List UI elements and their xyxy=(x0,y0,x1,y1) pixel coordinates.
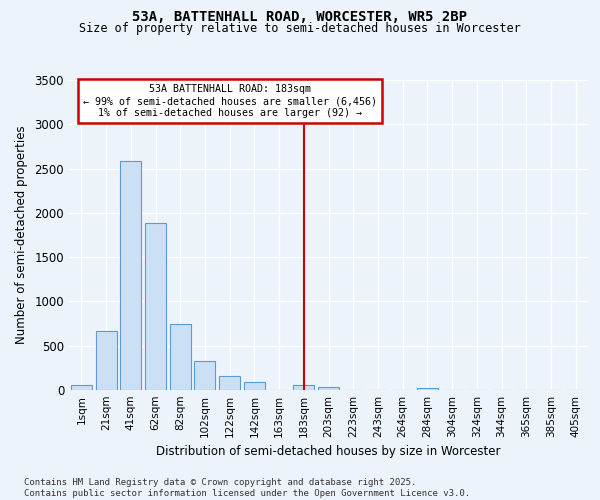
Bar xyxy=(244,382,265,390)
Text: Contains HM Land Registry data © Crown copyright and database right 2025.
Contai: Contains HM Land Registry data © Crown c… xyxy=(24,478,470,498)
Text: 53A BATTENHALL ROAD: 183sqm
← 99% of semi-detached houses are smaller (6,456)
1%: 53A BATTENHALL ROAD: 183sqm ← 99% of sem… xyxy=(83,84,377,117)
Bar xyxy=(318,388,339,390)
Bar xyxy=(417,388,438,390)
Text: 53A, BATTENHALL ROAD, WORCESTER, WR5 2BP: 53A, BATTENHALL ROAD, WORCESTER, WR5 2BP xyxy=(133,10,467,24)
Bar xyxy=(95,330,116,390)
Bar xyxy=(145,224,166,390)
Bar xyxy=(194,361,215,390)
Bar xyxy=(293,384,314,390)
Bar xyxy=(71,384,92,390)
Bar xyxy=(170,324,191,390)
Bar xyxy=(219,376,240,390)
X-axis label: Distribution of semi-detached houses by size in Worcester: Distribution of semi-detached houses by … xyxy=(156,446,501,458)
Bar xyxy=(120,160,141,390)
Text: Size of property relative to semi-detached houses in Worcester: Size of property relative to semi-detach… xyxy=(79,22,521,35)
Y-axis label: Number of semi-detached properties: Number of semi-detached properties xyxy=(14,126,28,344)
